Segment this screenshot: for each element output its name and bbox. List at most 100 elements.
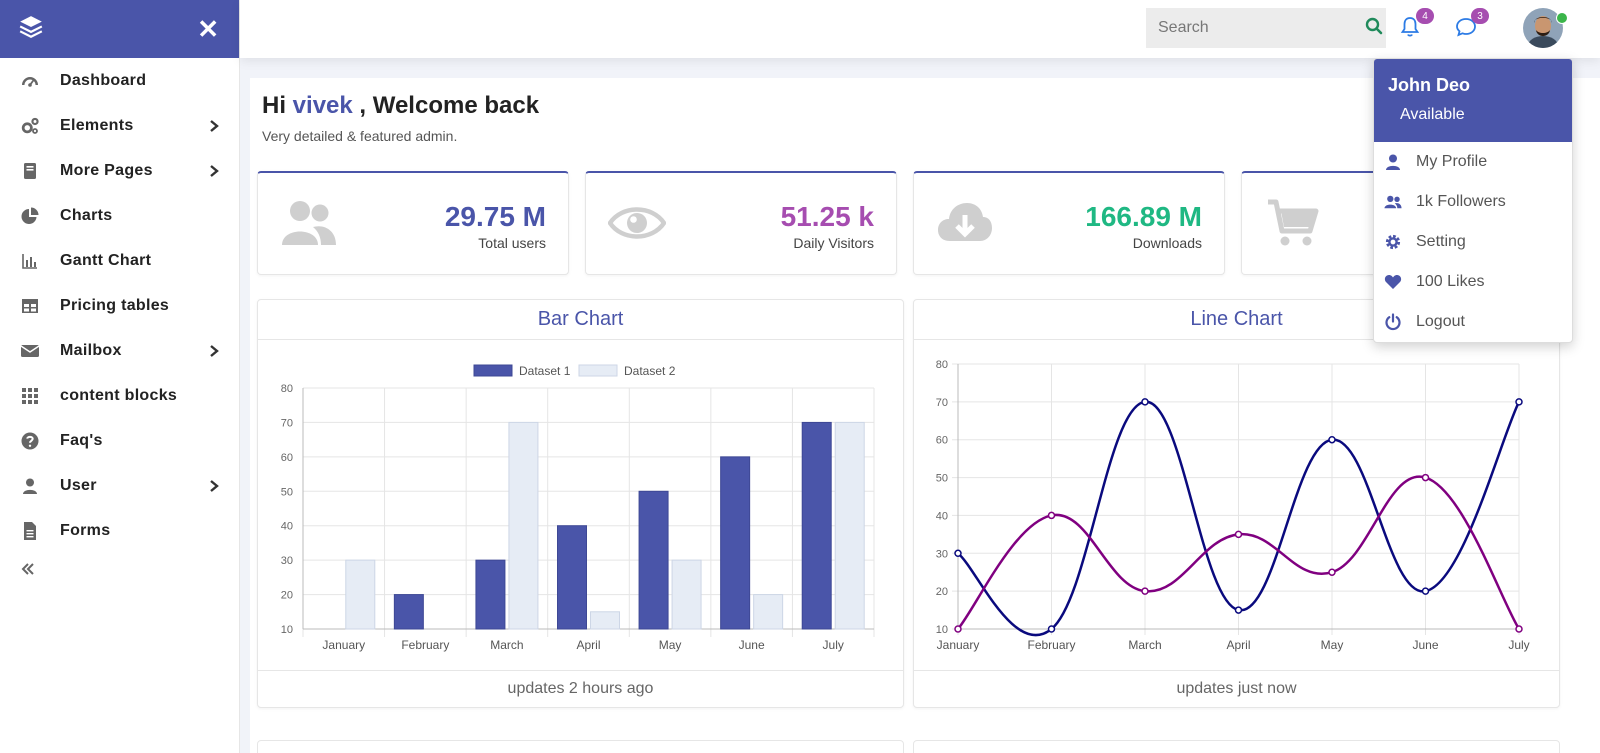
sidebar-item-mailbox[interactable]: Mailbox bbox=[0, 328, 239, 373]
menu-item-label: 1k Followers bbox=[1416, 193, 1506, 210]
menu-item-my-profile[interactable]: My Profile bbox=[1374, 142, 1572, 182]
greeting-prefix: Hi bbox=[262, 92, 286, 119]
sidebar-item-label: User bbox=[60, 476, 97, 494]
messages-button[interactable]: 3 bbox=[1455, 8, 1489, 42]
question-icon bbox=[20, 431, 40, 451]
search-input[interactable] bbox=[1158, 19, 1365, 37]
sidebar-item-label: Elements bbox=[60, 116, 134, 134]
y-tick-label: 40 bbox=[281, 521, 293, 533]
menu-item-label: My Profile bbox=[1416, 153, 1488, 170]
bar bbox=[345, 559, 376, 630]
notifications-button[interactable]: 4 bbox=[1400, 8, 1434, 42]
online-status-indicator bbox=[1556, 12, 1568, 24]
stat-value: 51.25 k bbox=[780, 201, 874, 232]
sidebar-nav: Dashboard Elements More Pages Charts Gantt C… bbox=[0, 58, 239, 553]
bar-chart: 10 20 30 40 50 60 70 80 January February March Apri… bbox=[281, 364, 875, 652]
pie-chart-card bbox=[257, 740, 904, 753]
search-icon[interactable] bbox=[1365, 17, 1383, 40]
sidebar-item-pricing-tables[interactable]: Pricing tables bbox=[0, 283, 239, 328]
cloud-download-icon bbox=[936, 197, 994, 249]
x-tick-label: February bbox=[401, 638, 449, 652]
sidebar-item-faq-s[interactable]: Faq's bbox=[0, 418, 239, 463]
stat-label: Daily Visitors bbox=[793, 235, 874, 251]
menu-item-label: Logout bbox=[1416, 313, 1465, 330]
stat-card: 166.89 M Downloads bbox=[913, 171, 1225, 275]
avatar[interactable] bbox=[1523, 8, 1563, 48]
chevron-right-icon bbox=[207, 164, 221, 178]
x-tick-label: January bbox=[937, 638, 980, 652]
sidebar-item-forms[interactable]: Forms bbox=[0, 508, 239, 553]
bar bbox=[834, 421, 865, 630]
x-tick-label: March bbox=[490, 638, 523, 652]
data-point bbox=[1141, 398, 1149, 406]
greeting-username: vivek bbox=[292, 92, 353, 119]
y-tick-label: 50 bbox=[281, 486, 293, 498]
pie-chart-icon bbox=[20, 206, 40, 226]
data-point bbox=[1515, 625, 1523, 633]
menu-item-100-likes[interactable]: 100 Likes bbox=[1374, 262, 1572, 302]
legend-swatch bbox=[578, 364, 618, 377]
bar bbox=[753, 594, 784, 630]
sidebar-item-user[interactable]: User bbox=[0, 463, 239, 508]
user-dropdown-menu: John Deo Available My Profile 1k Follower… bbox=[1373, 58, 1573, 343]
data-point bbox=[954, 625, 962, 633]
data-point bbox=[1421, 473, 1430, 482]
y-tick-label: 10 bbox=[281, 624, 293, 636]
line-chart: 10 20 30 40 50 60 70 80 January February March Apri… bbox=[936, 359, 1530, 652]
bar bbox=[638, 490, 669, 630]
x-tick-label: February bbox=[1027, 638, 1075, 652]
sidebar-brand: ✕ bbox=[0, 0, 239, 58]
y-tick-label: 30 bbox=[936, 548, 948, 560]
user-dropdown-header: John Deo Available bbox=[1374, 59, 1572, 142]
sidebar-item-elements[interactable]: Elements bbox=[0, 103, 239, 148]
x-tick-label: May bbox=[659, 638, 682, 652]
y-tick-label: 50 bbox=[936, 473, 948, 485]
data-point bbox=[1328, 568, 1336, 576]
user-icon bbox=[20, 476, 40, 496]
y-tick-label: 80 bbox=[936, 359, 948, 371]
menu-item-setting[interactable]: Setting bbox=[1374, 222, 1572, 262]
sidebar-item-charts[interactable]: Charts bbox=[0, 193, 239, 238]
y-tick-label: 10 bbox=[936, 624, 948, 636]
chat-icon bbox=[1456, 18, 1476, 37]
bar bbox=[508, 421, 539, 630]
bar bbox=[801, 421, 832, 630]
y-tick-label: 70 bbox=[936, 397, 948, 409]
sidebar-item-label: Dashboard bbox=[60, 71, 147, 89]
sidebar-item-label: Forms bbox=[60, 521, 111, 539]
gear-icon bbox=[1384, 233, 1402, 251]
x-tick-label: March bbox=[1128, 638, 1161, 652]
x-tick-label: June bbox=[1412, 638, 1438, 652]
dashboard-icon bbox=[20, 71, 40, 91]
bar-chart-icon bbox=[20, 251, 40, 271]
menu-item-1k-followers[interactable]: 1k Followers bbox=[1374, 182, 1572, 222]
sidebar-item-label: Gantt Chart bbox=[60, 251, 152, 269]
y-tick-label: 20 bbox=[281, 590, 293, 602]
bar-chart-card: Bar Chart 10 20 30 40 50 60 70 80 January Februar… bbox=[257, 299, 904, 708]
legend-label: Dataset 2 bbox=[624, 364, 676, 378]
layers-logo-icon[interactable] bbox=[18, 14, 44, 45]
data-point bbox=[1047, 625, 1056, 633]
topbar: 4 3 bbox=[240, 0, 1600, 58]
menu-item-logout[interactable]: Logout bbox=[1374, 302, 1572, 342]
search-box bbox=[1146, 8, 1386, 48]
stat-card: 29.75 M Total users bbox=[257, 171, 569, 275]
sidebar-item-dashboard[interactable]: Dashboard bbox=[0, 58, 239, 103]
sidebar-item-label: Faq's bbox=[60, 431, 103, 449]
stat-label: Downloads bbox=[1132, 235, 1202, 251]
y-tick-label: 60 bbox=[936, 435, 948, 447]
bar bbox=[671, 559, 702, 630]
sidebar-item-gantt-chart[interactable]: Gantt Chart bbox=[0, 238, 239, 283]
page-subtitle: Very detailed & featured admin. bbox=[262, 128, 458, 144]
gears-icon bbox=[20, 116, 40, 136]
notifications-badge: 4 bbox=[1416, 8, 1434, 24]
close-sidebar-icon[interactable]: ✕ bbox=[197, 14, 219, 44]
menu-item-label: 100 Likes bbox=[1416, 273, 1485, 290]
menu-item-label: Setting bbox=[1416, 233, 1466, 250]
sidebar-item-more-pages[interactable]: More Pages bbox=[0, 148, 239, 193]
collapse-sidebar-icon[interactable] bbox=[0, 553, 239, 582]
sidebar-item-content-blocks[interactable]: content blocks bbox=[0, 373, 239, 418]
sidebar-item-label: Mailbox bbox=[60, 341, 122, 359]
users-icon bbox=[1384, 193, 1402, 211]
sidebar-item-label: content blocks bbox=[60, 386, 178, 404]
